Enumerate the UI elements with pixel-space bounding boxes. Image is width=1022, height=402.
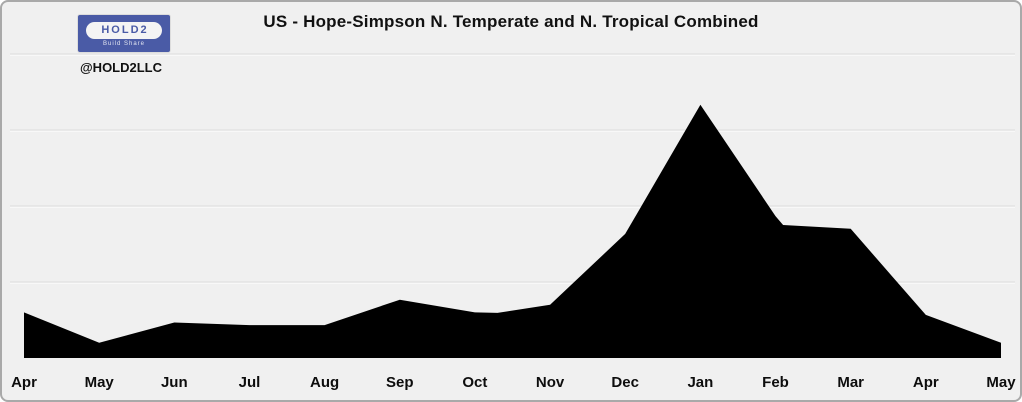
x-axis-label-4-aug: Aug <box>310 374 340 391</box>
area-series <box>24 104 1001 358</box>
logo-text: HOLD2 <box>101 24 149 36</box>
x-axis-label-5-sep: Sep <box>386 374 414 391</box>
logo-pill: HOLD2 <box>86 22 162 39</box>
logo-tagline: Build Share <box>102 41 146 47</box>
hold2-logo: HOLD2 Build Share <box>78 15 170 52</box>
x-axis-label-8-dec: Dec <box>611 374 639 391</box>
x-axis-label-13-may: May <box>986 374 1016 391</box>
x-axis-label-0-apr: Apr <box>11 374 37 391</box>
twitter-handle: @HOLD2LLC <box>80 60 163 75</box>
x-axis-label-3-jul: Jul <box>238 374 261 391</box>
x-axis-label-2-jun: Jun <box>160 374 188 391</box>
x-axis-label-7-nov: Nov <box>535 374 565 391</box>
x-axis-label-6-oct: Oct <box>462 374 488 391</box>
chart-title: US - Hope-Simpson N. Temperate and N. Tr… <box>263 12 759 31</box>
x-axis-label-12-apr: Apr <box>912 374 939 391</box>
x-axis-label-9-jan: Jan <box>687 374 714 391</box>
gridlines <box>10 53 1015 284</box>
x-axis-label-1-may: May <box>84 374 114 391</box>
x-axis-label-10-feb: Feb <box>762 374 789 391</box>
x-axis-label-11-mar: Mar <box>837 374 865 391</box>
